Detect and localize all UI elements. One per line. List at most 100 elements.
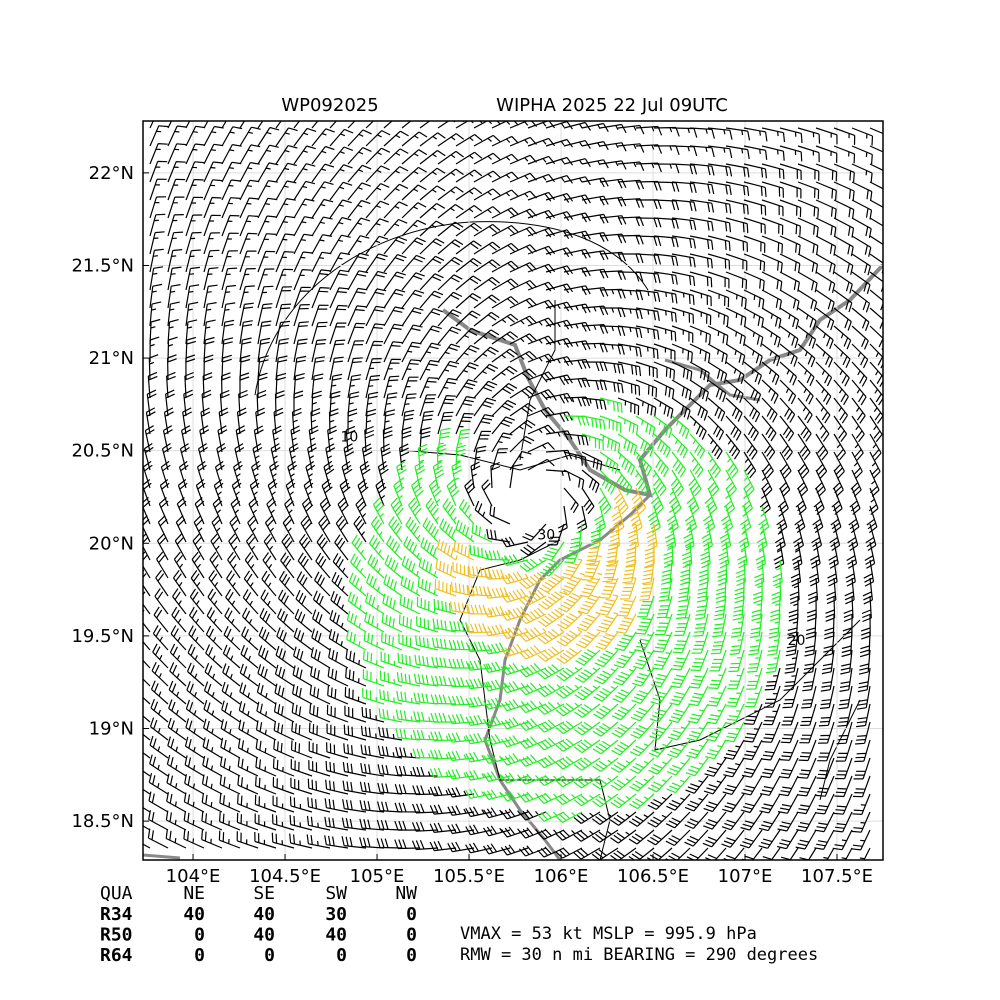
wind-barb <box>866 505 878 534</box>
wind-barb <box>401 307 424 327</box>
wind-barb <box>173 551 187 579</box>
wind-barb <box>437 377 458 399</box>
wind-barb <box>347 340 365 363</box>
wind-barb <box>671 235 696 249</box>
wind-barb <box>275 162 297 183</box>
wind-barb <box>401 393 417 417</box>
wind-barb <box>735 559 746 587</box>
wind-barb <box>537 701 565 715</box>
wind-barb <box>455 151 483 165</box>
wind-barb <box>537 846 565 858</box>
wind-barb <box>226 570 241 597</box>
wind-barb <box>412 803 439 814</box>
wind-barb <box>455 275 482 291</box>
wind-barb <box>344 705 367 723</box>
wind-barb <box>275 145 298 165</box>
wind-barb <box>545 283 573 294</box>
wind-barb <box>289 796 313 813</box>
wind-barb <box>810 541 821 569</box>
wind-barb <box>773 541 785 569</box>
wind-barb <box>254 831 277 849</box>
wind-barb <box>381 613 403 633</box>
wind-barb <box>839 667 853 692</box>
wind-barb <box>209 551 223 579</box>
wind-barb <box>599 288 626 299</box>
wind-barb <box>704 757 727 777</box>
wind-barb <box>689 397 708 421</box>
wind-barb <box>702 505 716 533</box>
wind-barb <box>365 147 391 165</box>
wind-barb <box>347 121 356 129</box>
wind-barb <box>500 844 529 856</box>
wind-barb <box>311 128 335 147</box>
wind-barb <box>765 649 781 674</box>
wind-barb <box>707 361 728 384</box>
wind-barb <box>329 146 354 165</box>
wind-barb <box>869 127 883 135</box>
wind-barb <box>656 595 673 619</box>
wind-barb <box>833 415 848 442</box>
wind-barb <box>743 145 768 160</box>
wind-barb <box>653 379 675 400</box>
wind-barb <box>677 577 691 603</box>
wind-barb <box>185 143 205 165</box>
wind-barb <box>611 505 625 533</box>
wind-barb <box>726 685 745 707</box>
wind-barb <box>213 479 224 507</box>
wind-barb <box>307 443 317 471</box>
wind-barb <box>794 505 806 533</box>
wind-barb <box>667 721 691 741</box>
wind-barb <box>557 611 583 630</box>
wind-barb <box>592 739 619 755</box>
wind-barb <box>465 824 493 836</box>
wind-barb <box>290 425 301 453</box>
wind-barb <box>203 718 223 741</box>
wind-barb <box>236 812 259 831</box>
wind-barb <box>473 259 501 273</box>
wind-barb <box>377 801 403 813</box>
wind-barb <box>365 374 381 399</box>
wind-barb <box>150 698 169 723</box>
wind-barb <box>743 199 767 216</box>
wind-barb <box>401 254 426 273</box>
wind-barb <box>742 739 763 761</box>
wind-barb <box>851 235 872 257</box>
wind-barb <box>718 541 730 569</box>
wind-barb <box>347 322 366 345</box>
wind-barb <box>689 433 706 459</box>
wind-barb <box>393 479 405 507</box>
wind-barb <box>703 775 727 795</box>
wind-barb <box>201 793 223 813</box>
wind-barb <box>483 679 511 692</box>
wind-barb <box>779 181 802 199</box>
wind-barb <box>244 552 259 579</box>
wind-barb <box>383 409 396 435</box>
wind-barb <box>648 739 673 758</box>
wind-barb <box>653 631 673 653</box>
wind-barb <box>743 433 758 460</box>
wind-barb <box>573 811 601 825</box>
wind-barb <box>617 433 638 456</box>
wind-barb <box>806 595 817 622</box>
wind-barb <box>411 478 424 507</box>
wind-barb <box>833 397 849 424</box>
wind-barb <box>272 814 295 831</box>
wind-barb <box>831 487 843 516</box>
wind-barb <box>555 829 583 841</box>
wind-barb <box>383 166 409 183</box>
wind-barb <box>429 786 457 797</box>
wind-barb <box>383 341 403 363</box>
wind-barb <box>473 430 492 453</box>
wind-barb <box>200 407 211 435</box>
wind-barb <box>653 217 679 229</box>
wind-barb <box>144 425 155 453</box>
wind-barb <box>383 130 409 147</box>
wind-barb <box>630 703 655 722</box>
wind-barb <box>779 199 802 218</box>
wind-barb <box>797 325 817 349</box>
wind-barb <box>383 121 393 129</box>
wind-barb <box>240 644 259 669</box>
wind-barb <box>149 178 167 201</box>
wind-barb <box>869 397 883 424</box>
